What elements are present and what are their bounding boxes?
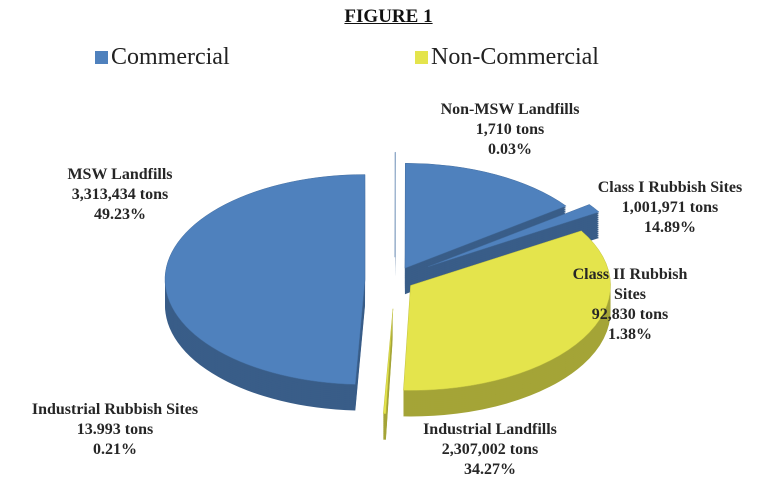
percent-label: 0.21% bbox=[93, 441, 137, 458]
percent-label: 14.89% bbox=[644, 219, 696, 236]
slice bbox=[403, 230, 611, 391]
legend-item: Non-Commercial bbox=[415, 44, 599, 71]
legend-swatch bbox=[95, 51, 108, 64]
category-label: Class I Rubbish Sites bbox=[597, 179, 743, 196]
category-label: Class II Rubbish Sites bbox=[572, 266, 688, 303]
data-label: MSW Landfills 3,313,434 tons 49.23% bbox=[40, 165, 200, 225]
legend-item: Commercial bbox=[95, 44, 230, 71]
category-label: Industrial Landfills bbox=[423, 421, 557, 438]
value-label: 13.993 tons bbox=[76, 421, 154, 438]
slice bbox=[382, 308, 394, 414]
legend-label: Non-Commercial bbox=[431, 44, 599, 70]
category-label: MSW Landfills bbox=[67, 166, 173, 183]
percent-label: 49.23% bbox=[94, 206, 146, 223]
value-label: 3,313,434 tons bbox=[71, 186, 169, 203]
slice bbox=[164, 174, 366, 385]
data-label: Class II Rubbish Sites 92,830 tons 1.38% bbox=[560, 265, 700, 345]
value-label: 92,830 tons bbox=[591, 306, 669, 323]
percent-label: 1.38% bbox=[608, 326, 652, 343]
value-label: 2,307,002 tons bbox=[441, 441, 539, 458]
percent-label: 34.27% bbox=[464, 461, 516, 478]
data-label: Class I Rubbish Sites 1,001,971 tons 14.89… bbox=[570, 178, 770, 238]
slice bbox=[428, 204, 600, 267]
data-label: Non-MSW Landfills 1,710 tons 0.03% bbox=[415, 100, 605, 160]
legend-swatch bbox=[415, 51, 428, 64]
chart-title: FIGURE 1 bbox=[344, 6, 433, 27]
value-label: 1,001,971 tons bbox=[621, 199, 719, 216]
category-label: Industrial Rubbish Sites bbox=[31, 401, 199, 418]
value-label: 1,710 tons bbox=[475, 121, 545, 138]
percent-label: 0.03% bbox=[488, 141, 532, 158]
slice bbox=[404, 162, 567, 269]
data-label: Industrial Landfills 2,307,002 tons 34.27% bbox=[390, 420, 590, 480]
legend-label: Commercial bbox=[111, 44, 230, 70]
category-label: Non-MSW Landfills bbox=[440, 101, 580, 118]
data-label: Industrial Rubbish Sites 13.993 tons 0.21% bbox=[20, 400, 210, 460]
